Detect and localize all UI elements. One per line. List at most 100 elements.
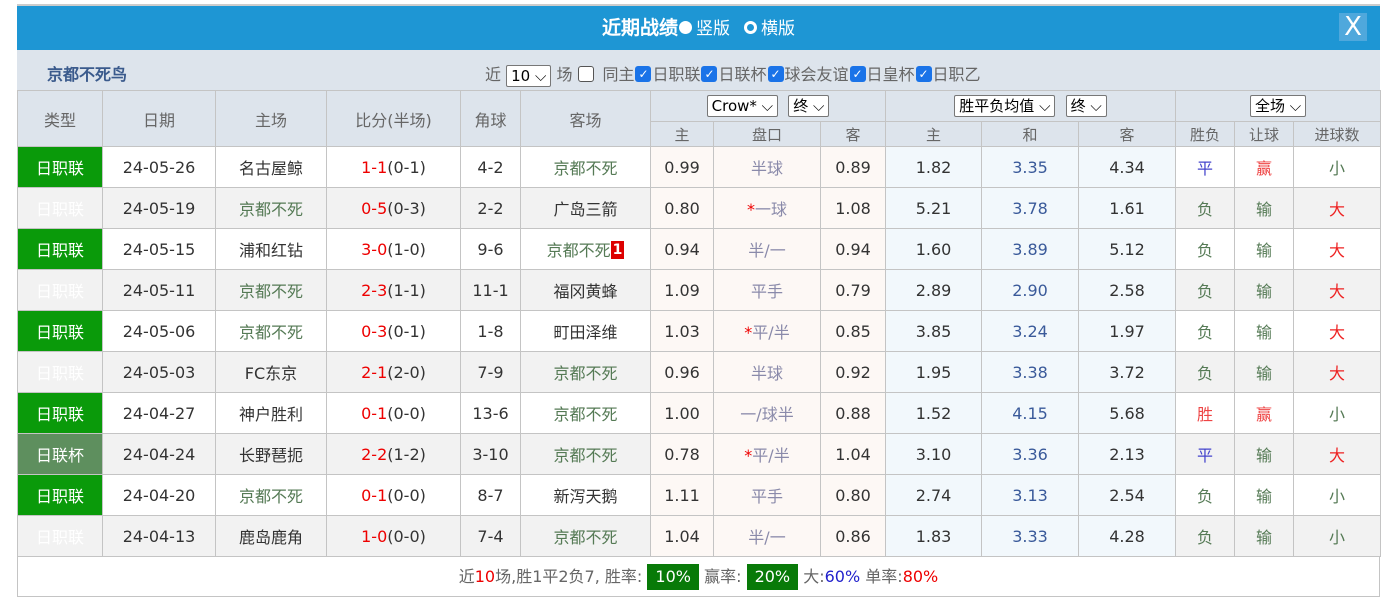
table-row[interactable]: 日职联 24-05-19 京都不死 0-5(0-3) 2-2 广岛三箭 0.80… <box>17 187 1382 229</box>
corners: 8-7 <box>460 474 521 516</box>
odds-time-select[interactable]: 终 ⌵ <box>1065 95 1107 117</box>
same-home-checkbox[interactable] <box>578 66 595 82</box>
close-button[interactable]: X <box>1339 13 1367 41</box>
odds-type-select[interactable]: 胜平负均值 ⌵ <box>954 95 1056 117</box>
away-team-cell[interactable]: 京都不死 <box>520 146 651 188</box>
header-result-group: 全场 ⌵ <box>1175 90 1382 122</box>
full-score: 1-0 <box>361 526 388 546</box>
full-score: 0-1 <box>361 485 388 505</box>
league-checkbox[interactable]: ✓ <box>767 66 784 82</box>
recent-count-select[interactable]: 10 ⌵ <box>506 64 552 87</box>
subheader-cell: 主 <box>885 121 983 147</box>
score-cell[interactable]: 0-3(0-1) <box>326 310 461 352</box>
home-team[interactable]: FC东京 <box>215 351 327 393</box>
table-row[interactable]: 日联杯 24-04-24 长野琶扼 2-2(1-2) 3-10 京都不死 0.7… <box>17 433 1382 475</box>
score-cell[interactable]: 1-0(0-0) <box>326 515 461 557</box>
score-cell[interactable]: 2-1(2-0) <box>326 351 461 393</box>
odds-loss: 2.54 <box>1078 474 1177 516</box>
away-team-cell[interactable]: 町田泽维 <box>520 310 651 352</box>
handicap-time-select[interactable]: 终 ⌵ <box>788 95 830 117</box>
league-label: 日皇杯 <box>866 65 915 84</box>
league-checkbox[interactable]: ✓ <box>915 66 932 82</box>
score-cell[interactable]: 0-5(0-3) <box>326 187 461 229</box>
match-type[interactable]: 日职联 <box>17 269 103 311</box>
over-rate-value: 60% <box>824 567 861 586</box>
score-cell[interactable]: 0-1(0-0) <box>326 392 461 434</box>
handicap-line-cell: *一球 <box>713 187 821 229</box>
odds-time-value: 终 <box>1070 97 1086 115</box>
subheader-cell: 和 <box>981 121 1080 147</box>
away-team-cell[interactable]: 京都不死 <box>520 433 651 475</box>
table-row[interactable]: 日职联 24-05-06 京都不死 0-3(0-1) 1-8 町田泽维 1.03… <box>17 310 1382 352</box>
match-date: 24-04-20 <box>102 474 216 516</box>
company-select-value: Crow* <box>711 97 757 115</box>
league-checkbox[interactable]: ✓ <box>635 66 652 82</box>
away-team-cell[interactable]: 京都不死 <box>520 515 651 557</box>
score-cell[interactable]: 2-2(1-2) <box>326 433 461 475</box>
odds-loss: 4.34 <box>1078 146 1177 188</box>
odds-draw: 3.35 <box>981 146 1080 188</box>
filter-options: 近 10 ⌵ 场同主 ✓ 日职联 ✓ 日联杯 ✓ 球会友谊 ✓ 日皇杯 ✓ 日职乙 <box>485 61 981 87</box>
away-team-cell[interactable]: 京都不死 <box>520 392 651 434</box>
home-team[interactable]: 鹿岛鹿角 <box>215 515 327 557</box>
away-team-cell[interactable]: 新泻天鹅 <box>520 474 651 516</box>
score-cell[interactable]: 0-1(0-0) <box>326 474 461 516</box>
home-team[interactable]: 京都不死 <box>215 310 327 352</box>
company-select[interactable]: Crow* ⌵ <box>706 95 779 117</box>
league-checkbox[interactable]: ✓ <box>849 66 866 82</box>
score-cell[interactable]: 2-3(1-1) <box>326 269 461 311</box>
option-horizontal-label[interactable]: 横版 <box>761 19 796 39</box>
match-type[interactable]: 日职联 <box>17 146 103 188</box>
handicap-home-odds: 0.78 <box>650 433 714 475</box>
home-team[interactable]: 长野琶扼 <box>215 433 327 475</box>
match-type[interactable]: 日职联 <box>17 228 103 270</box>
odds-win: 3.85 <box>885 310 983 352</box>
score-cell[interactable]: 1-1(0-1) <box>326 146 461 188</box>
away-team-cell[interactable]: 广岛三箭 <box>520 187 651 229</box>
subheader-cell: 让球 <box>1234 121 1295 147</box>
table-row[interactable]: 日职联 24-04-20 京都不死 0-1(0-0) 8-7 新泻天鹅 1.11… <box>17 474 1382 516</box>
odds-win: 1.60 <box>885 228 983 270</box>
away-team: 京都不死 <box>553 159 618 178</box>
hc-rate-label: 赢率: <box>704 567 742 586</box>
option-vertical-label[interactable]: 竖版 <box>695 19 730 39</box>
handicap-home-odds: 0.80 <box>650 187 714 229</box>
match-type[interactable]: 日职联 <box>17 474 103 516</box>
handicap-line: 平手 <box>750 282 783 301</box>
match-type[interactable]: 日联杯 <box>17 433 103 475</box>
handicap-home-odds: 1.00 <box>650 392 714 434</box>
table-row[interactable]: 日职联 24-05-11 京都不死 2-3(1-1) 11-1 福冈黄蜂 1.0… <box>17 269 1382 311</box>
table-row[interactable]: 日职联 24-05-26 名古屋鲸 1-1(0-1) 4-2 京都不死 0.99… <box>17 146 1382 188</box>
match-type[interactable]: 日职联 <box>17 351 103 393</box>
score-cell[interactable]: 3-0(1-0) <box>326 228 461 270</box>
home-team[interactable]: 京都不死 <box>215 269 327 311</box>
table-row[interactable]: 日职联 24-05-03 FC东京 2-1(2-0) 7-9 京都不死 0.96… <box>17 351 1382 393</box>
away-team-cell[interactable]: 京都不死 <box>520 351 651 393</box>
radio-horizontal[interactable] <box>744 20 758 34</box>
league-checkbox[interactable]: ✓ <box>701 66 718 82</box>
away-team-cell[interactable]: 京都不死 1 <box>520 228 651 270</box>
home-team[interactable]: 神户胜利 <box>215 392 327 434</box>
handicap-away-odds: 0.92 <box>819 351 887 393</box>
handicap-result: 赢 <box>1234 146 1295 188</box>
match-type[interactable]: 日职联 <box>17 515 103 557</box>
radio-vertical[interactable] <box>678 20 692 34</box>
match-type[interactable]: 日职联 <box>17 310 103 352</box>
recent-count-value: 10 <box>511 66 531 85</box>
home-team[interactable]: 名古屋鲸 <box>215 146 327 188</box>
home-team[interactable]: 京都不死 <box>215 187 327 229</box>
match-type[interactable]: 日职联 <box>17 392 103 434</box>
subheader-cell: 主 <box>650 121 714 147</box>
home-team[interactable]: 浦和红钻 <box>215 228 327 270</box>
period-select[interactable]: 全场 ⌵ <box>1249 95 1307 117</box>
home-team[interactable]: 京都不死 <box>215 474 327 516</box>
panel-title: 近期战绩 <box>601 17 678 39</box>
table-row[interactable]: 日职联 24-04-27 神户胜利 0-1(0-0) 13-6 京都不死 1.0… <box>17 392 1382 434</box>
table-row[interactable]: 日职联 24-05-15 浦和红钻 3-0(1-0) 9-6 京都不死 1 0.9… <box>17 228 1382 270</box>
table-row[interactable]: 日职联 24-04-13 鹿岛鹿角 1-0(0-0) 7-4 京都不死 1.04… <box>17 515 1382 557</box>
red-card-badge: 1 <box>610 241 625 259</box>
full-score: 0-5 <box>361 198 388 218</box>
away-team-cell[interactable]: 福冈黄蜂 <box>520 269 651 311</box>
match-type[interactable]: 日职联 <box>17 187 103 229</box>
hc-rate-badge: 20% <box>746 564 799 590</box>
